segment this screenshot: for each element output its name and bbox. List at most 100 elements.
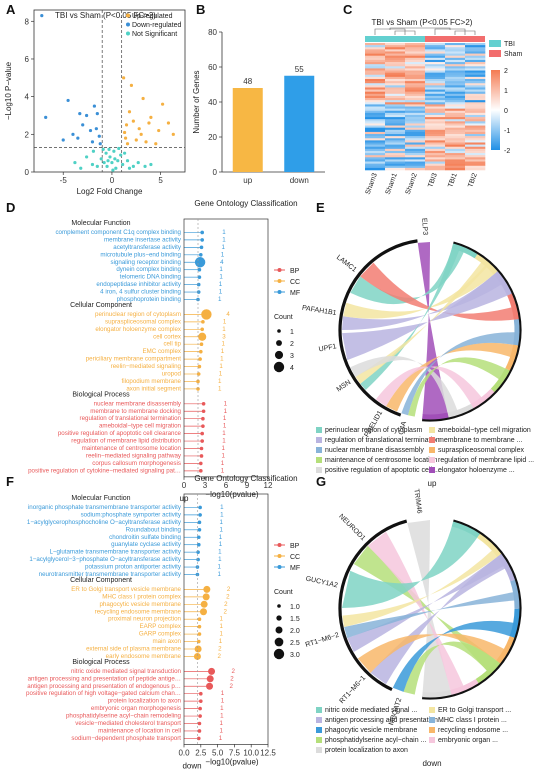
go-size-legend-label: 1.0 bbox=[290, 604, 300, 611]
heatmap-cell bbox=[425, 62, 446, 65]
chord-legend-swatch bbox=[429, 427, 435, 433]
heatmap-cell bbox=[385, 81, 406, 84]
heatmap-cell bbox=[385, 117, 406, 120]
volcano-plot-frame bbox=[33, 9, 186, 173]
heatmap-cell bbox=[405, 117, 426, 120]
chord-term-segment bbox=[510, 579, 520, 609]
volcano-point bbox=[71, 132, 75, 136]
heatmap-cell bbox=[385, 110, 406, 114]
heatmap-cell bbox=[385, 140, 406, 143]
heatmap-cell bbox=[445, 72, 466, 76]
chord-ribbon bbox=[417, 242, 449, 418]
heatmap-cell bbox=[385, 66, 406, 69]
heatmap-cell bbox=[385, 106, 406, 109]
bar-y-tick-label: 20 bbox=[208, 133, 217, 142]
volcano-point bbox=[139, 132, 143, 136]
volcano-point bbox=[66, 98, 70, 103]
heatmap-cell bbox=[425, 142, 446, 145]
go-size-legend-dot bbox=[276, 615, 282, 621]
heatmap-cell bbox=[425, 117, 446, 120]
go-x-tick-label: 0 bbox=[182, 481, 187, 490]
go-term-label: L−glutamate transmembrane transporter ac… bbox=[49, 549, 181, 556]
go-section-header: Molecular Function bbox=[71, 495, 130, 502]
go-term-label: dynein complex binding bbox=[116, 266, 181, 273]
volcano-y-tick-label: 8 bbox=[25, 17, 30, 26]
heatmap-cell bbox=[405, 131, 426, 135]
heatmap-cell bbox=[405, 121, 426, 124]
heatmap-cell bbox=[385, 45, 406, 48]
chord-legend-swatch bbox=[316, 467, 322, 473]
heatmap-cell bbox=[365, 144, 386, 148]
heatmap-cell bbox=[385, 114, 406, 118]
go-dot bbox=[200, 600, 208, 608]
go-dot bbox=[196, 542, 201, 547]
go-term-label: maintenance of location in cell bbox=[98, 727, 181, 734]
heatmap-cell bbox=[405, 125, 426, 128]
chord-legend-swatch bbox=[429, 737, 435, 743]
volcano-point bbox=[88, 128, 93, 133]
go-term-label: MHC class I protein complex bbox=[102, 593, 182, 600]
chord-term-segment bbox=[507, 293, 519, 320]
heatmap-cell bbox=[445, 165, 466, 169]
heatmap-scale-tick-label: 2 bbox=[504, 68, 508, 75]
heatmap-group-legend-label: Sham bbox=[504, 51, 522, 58]
volcano-point bbox=[61, 138, 65, 142]
heatmap-cell bbox=[405, 85, 426, 88]
heatmap-cell bbox=[365, 125, 386, 128]
go-legend-dot bbox=[277, 290, 282, 294]
heatmap-cell bbox=[465, 108, 486, 112]
heatmap-cell bbox=[405, 144, 426, 148]
heatmap-cell bbox=[405, 142, 426, 145]
go-count-label: 1 bbox=[223, 415, 227, 422]
go-dot bbox=[196, 372, 201, 376]
go-x-tick-label: 0.0 bbox=[178, 748, 190, 757]
go-plot-frame bbox=[183, 218, 269, 478]
go-term-label: sodium−dependent phosphate transport bbox=[71, 735, 181, 742]
heatmap-cell bbox=[425, 155, 446, 158]
bar-y-tick-label: 60 bbox=[208, 63, 217, 72]
go-panel-label: down bbox=[182, 761, 201, 770]
volcano-point bbox=[171, 132, 175, 136]
heatmap-cell bbox=[365, 167, 386, 171]
volcano-point bbox=[117, 146, 121, 151]
volcano-point bbox=[113, 157, 117, 161]
volcano-legend-swatch bbox=[126, 13, 130, 18]
volcano-point bbox=[125, 142, 130, 146]
go-count-label: 1 bbox=[219, 623, 223, 630]
heatmap-cell bbox=[365, 78, 386, 82]
chord-gene-label: GUCY1A2 bbox=[305, 575, 339, 589]
heatmap-cell bbox=[445, 138, 466, 141]
heatmap-cell bbox=[405, 70, 426, 73]
heatmap-cell bbox=[425, 140, 446, 143]
heatmap-cell bbox=[445, 108, 466, 112]
chord-ribbon bbox=[342, 548, 501, 628]
chord-legend-swatch bbox=[429, 727, 435, 733]
heatmap-cell bbox=[385, 98, 406, 101]
panel-letter-c: C bbox=[343, 2, 353, 17]
chord-term-arc bbox=[422, 519, 522, 700]
heatmap-cell bbox=[385, 161, 406, 164]
go-count-label: 2 bbox=[232, 668, 236, 675]
go-dot bbox=[198, 706, 202, 711]
go-count-label: 1 bbox=[222, 430, 226, 437]
chord-ribbon bbox=[392, 620, 517, 692]
go-term-label: proximal neuron projection bbox=[108, 616, 181, 623]
heatmap-cell bbox=[405, 59, 426, 63]
volcano-point bbox=[81, 123, 85, 127]
chord-term-segment bbox=[450, 679, 479, 695]
heatmap-cell bbox=[365, 93, 386, 97]
heatmap-cell bbox=[425, 110, 446, 114]
heatmap-cell bbox=[405, 148, 426, 152]
go-count-label: 1 bbox=[222, 452, 226, 459]
heatmap-cell bbox=[445, 134, 466, 137]
go-count-label: 1 bbox=[219, 735, 223, 742]
go-count-label: 1 bbox=[222, 445, 226, 452]
heatmap-dendrogram-root bbox=[389, 27, 451, 30]
go-count-label: 1 bbox=[222, 244, 226, 251]
heatmap-cell bbox=[385, 104, 406, 107]
heatmap-cell bbox=[425, 47, 446, 50]
go-legend-label: CC bbox=[290, 279, 300, 286]
heatmap-cell bbox=[405, 114, 426, 118]
heatmap-cell bbox=[385, 159, 406, 162]
heatmap-cell bbox=[385, 91, 406, 95]
